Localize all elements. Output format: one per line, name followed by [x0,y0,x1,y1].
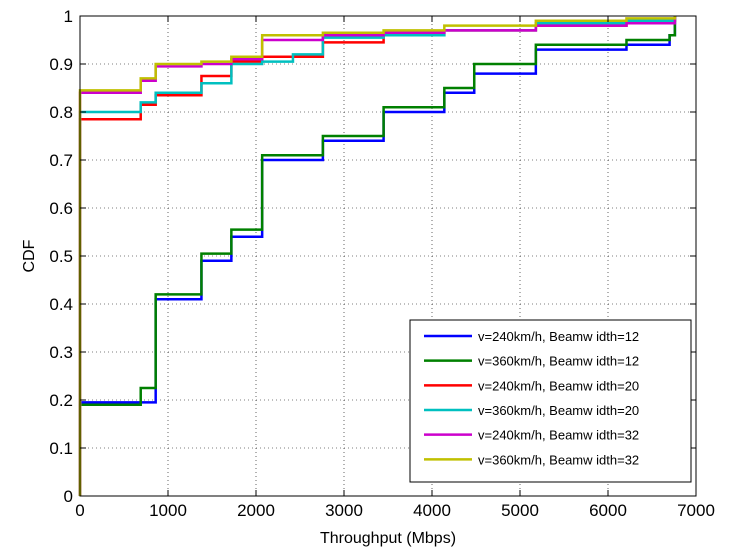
legend-label-6: v=360km/h, Beamw idth=32 [478,452,639,467]
legend-label-4: v=360km/h, Beamw idth=20 [478,403,639,418]
y-tick-label: 0.5 [49,247,73,266]
y-tick-label: 0.6 [49,199,73,218]
y-tick-label: 0.4 [49,295,73,314]
legend-label-2: v=360km/h, Beamw idth=12 [478,354,639,369]
legend-label-5: v=240km/h, Beamw idth=32 [478,428,639,443]
x-tick-label: 3000 [325,501,363,520]
x-tick-label: 1000 [149,501,187,520]
legend: v=240km/h, Beamw idth=12 v=360km/h, Beamw… [410,320,691,482]
x-tick-label: 6000 [589,501,627,520]
y-tick-label: 0.7 [49,151,73,170]
x-tick-label: 2000 [237,501,275,520]
legend-label-3: v=240km/h, Beamw idth=20 [478,378,639,393]
legend-label-1: v=240km/h, Beamw idth=12 [478,329,639,344]
x-tick-label: 4000 [413,501,451,520]
x-tick-label: 0 [75,501,84,520]
y-tick-label: 0 [64,487,73,506]
x-tick-label: 7000 [677,501,715,520]
y-tick-label: 0.8 [49,103,73,122]
y-tick-label: 0.1 [49,439,73,458]
y-tick-label: 0.2 [49,391,73,410]
x-axis-label: Throughput (Mbps) [320,530,456,547]
y-tick-label: 0.3 [49,343,73,362]
y-tick-label: 0.9 [49,55,73,74]
x-tick-label: 5000 [501,501,539,520]
y-axis-label: CDF [21,239,38,272]
y-tick-label: 1 [64,7,73,26]
